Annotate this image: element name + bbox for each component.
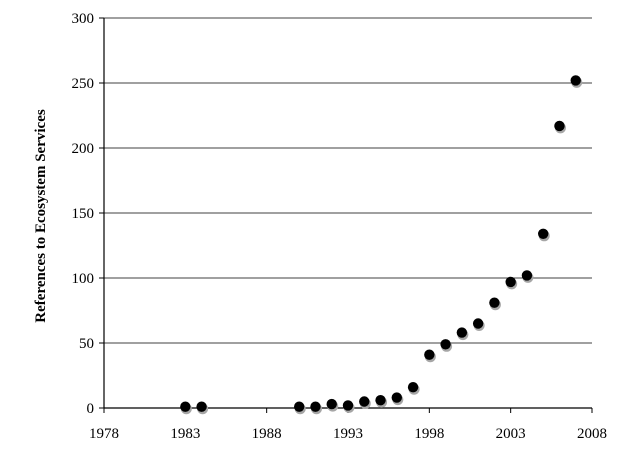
data-point: [505, 276, 516, 288]
data-point: [391, 392, 402, 403]
x-tick-label: 2003: [496, 426, 526, 442]
y-tick-label: 250: [72, 76, 95, 92]
y-tick-label: 150: [72, 206, 95, 222]
x-tick-label: 1993: [333, 426, 363, 442]
data-point: [294, 401, 305, 412]
data-point: [521, 270, 533, 281]
data-point: [180, 401, 191, 412]
y-axis-title: References to Ecosystem Services: [33, 109, 49, 323]
data-point: [424, 349, 435, 360]
data-point: [554, 120, 565, 132]
data-point: [407, 382, 419, 393]
tick-labels: 0 50 100 150 200 250 300 1978 1983 1988 1993 1998 20…: [72, 11, 608, 442]
x-tick-label: 1998: [414, 426, 444, 442]
data-point: [326, 398, 337, 410]
data-point: [342, 400, 354, 411]
data-point: [570, 75, 581, 86]
data-point: [310, 401, 321, 412]
data-point: [196, 401, 207, 412]
data-points: [180, 75, 583, 415]
data-point: [472, 318, 484, 329]
data-point: [489, 297, 500, 308]
x-tick-label: 2008: [577, 426, 607, 442]
data-point: [359, 396, 370, 407]
x-tick-label: 1983: [170, 426, 200, 442]
y-tick-label: 100: [72, 271, 95, 287]
gridlines: [104, 17, 592, 344]
data-point: [538, 228, 549, 239]
data-point: [375, 395, 386, 406]
axes: [99, 17, 593, 413]
data-point: [456, 327, 468, 338]
x-tick-label: 1988: [252, 426, 282, 442]
y-tick-label: 300: [72, 11, 95, 27]
y-tick-label: 200: [72, 141, 95, 157]
y-tick-label: 50: [79, 336, 94, 352]
x-tick-label: 1978: [89, 426, 119, 442]
y-tick-label: 0: [87, 401, 95, 417]
data-point: [440, 339, 451, 350]
